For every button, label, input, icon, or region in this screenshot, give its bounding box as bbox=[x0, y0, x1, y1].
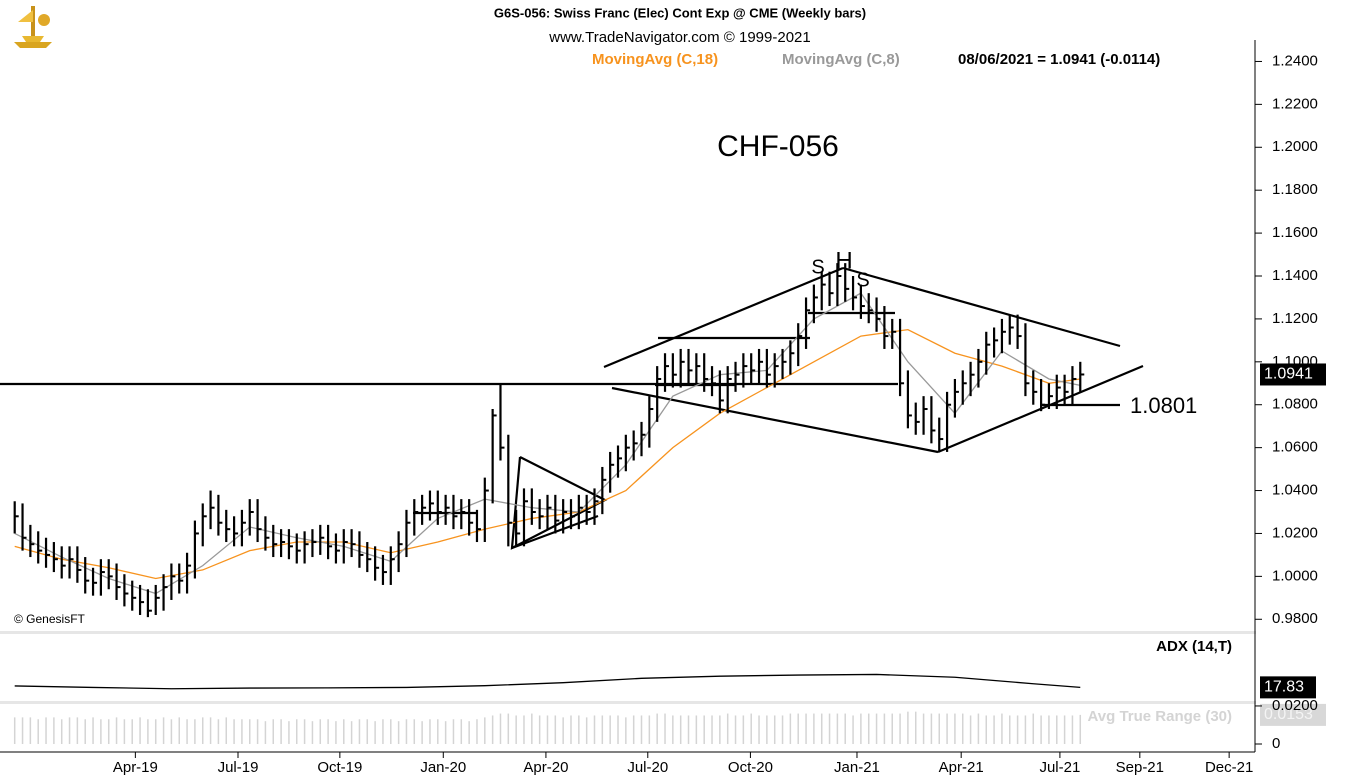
pane-label: Avg True Range (30) bbox=[1088, 708, 1232, 725]
last-value-label: 0.0153 bbox=[1264, 706, 1313, 723]
y-tick-label: 1.0600 bbox=[1272, 439, 1318, 456]
y-tick-label: 1.1800 bbox=[1272, 181, 1318, 198]
logo bbox=[14, 6, 52, 48]
annotation: 1.0801 bbox=[1130, 393, 1197, 418]
pane-separators bbox=[0, 631, 1256, 704]
y-tick-label: 0 bbox=[1272, 735, 1280, 752]
x-tick-label: Jul-19 bbox=[218, 759, 259, 776]
legend-entry: MovingAvg (C,18) bbox=[592, 51, 718, 68]
last-price-label: 1.0941 bbox=[1264, 366, 1313, 383]
y-tick-label: 1.1200 bbox=[1272, 310, 1318, 327]
y-tick-label: 1.0800 bbox=[1272, 396, 1318, 413]
y-tick-label: 1.0200 bbox=[1272, 524, 1318, 541]
x-tick-label: Jul-20 bbox=[627, 759, 668, 776]
legend-entry: MovingAvg (C,8) bbox=[782, 51, 900, 68]
y-tick-label: 1.1600 bbox=[1272, 224, 1318, 241]
x-tick-label: Jan-20 bbox=[420, 759, 466, 776]
last-value-label: 17.83 bbox=[1264, 679, 1304, 696]
chart-header-title: G6S-056: Swiss Franc (Elec) Cont Exp @ C… bbox=[494, 5, 866, 20]
annotation: S bbox=[856, 269, 869, 291]
pane-label: ADX (14,T) bbox=[1156, 638, 1232, 655]
trendlines bbox=[0, 266, 1144, 550]
quote-label: 08/06/2021 = 1.0941 (-0.0114) bbox=[958, 51, 1160, 68]
last-value-box bbox=[1260, 676, 1316, 699]
x-tick-label: Oct-20 bbox=[728, 759, 773, 776]
y-tick-label: 1.0400 bbox=[1272, 482, 1318, 499]
chart-header-subtitle: www.TradeNavigator.com © 1999-2021 bbox=[548, 29, 810, 46]
x-tick-label: Sep-21 bbox=[1116, 759, 1164, 776]
y-tick-label: 1.2000 bbox=[1272, 138, 1318, 155]
y-tick-label: 0.0200 bbox=[1272, 697, 1318, 714]
x-tick-label: Oct-19 bbox=[317, 759, 362, 776]
x-tick-label: Apr-21 bbox=[939, 759, 984, 776]
x-tick-label: Apr-19 bbox=[113, 759, 158, 776]
y-tick-label: 1.2200 bbox=[1272, 95, 1318, 112]
x-tick-label: Jan-21 bbox=[834, 759, 880, 776]
last-value-box bbox=[1260, 703, 1326, 726]
y-tick-label: 0.9800 bbox=[1272, 610, 1318, 627]
chart-title: CHF-056 bbox=[717, 130, 839, 163]
x-tick-label: Apr-20 bbox=[523, 759, 568, 776]
x-tick-label: Jul-21 bbox=[1039, 759, 1080, 776]
y-tick-label: 1.1400 bbox=[1272, 267, 1318, 284]
y-tick-label: 1.0000 bbox=[1272, 567, 1318, 584]
annotation: H bbox=[835, 247, 852, 274]
x-tick-label: Dec-21 bbox=[1205, 759, 1253, 776]
y-tick-label: 1.2400 bbox=[1272, 52, 1318, 69]
copyright: © GenesisFT bbox=[14, 612, 86, 626]
last-price-box bbox=[1260, 363, 1326, 386]
indicator-line bbox=[14, 673, 1081, 690]
